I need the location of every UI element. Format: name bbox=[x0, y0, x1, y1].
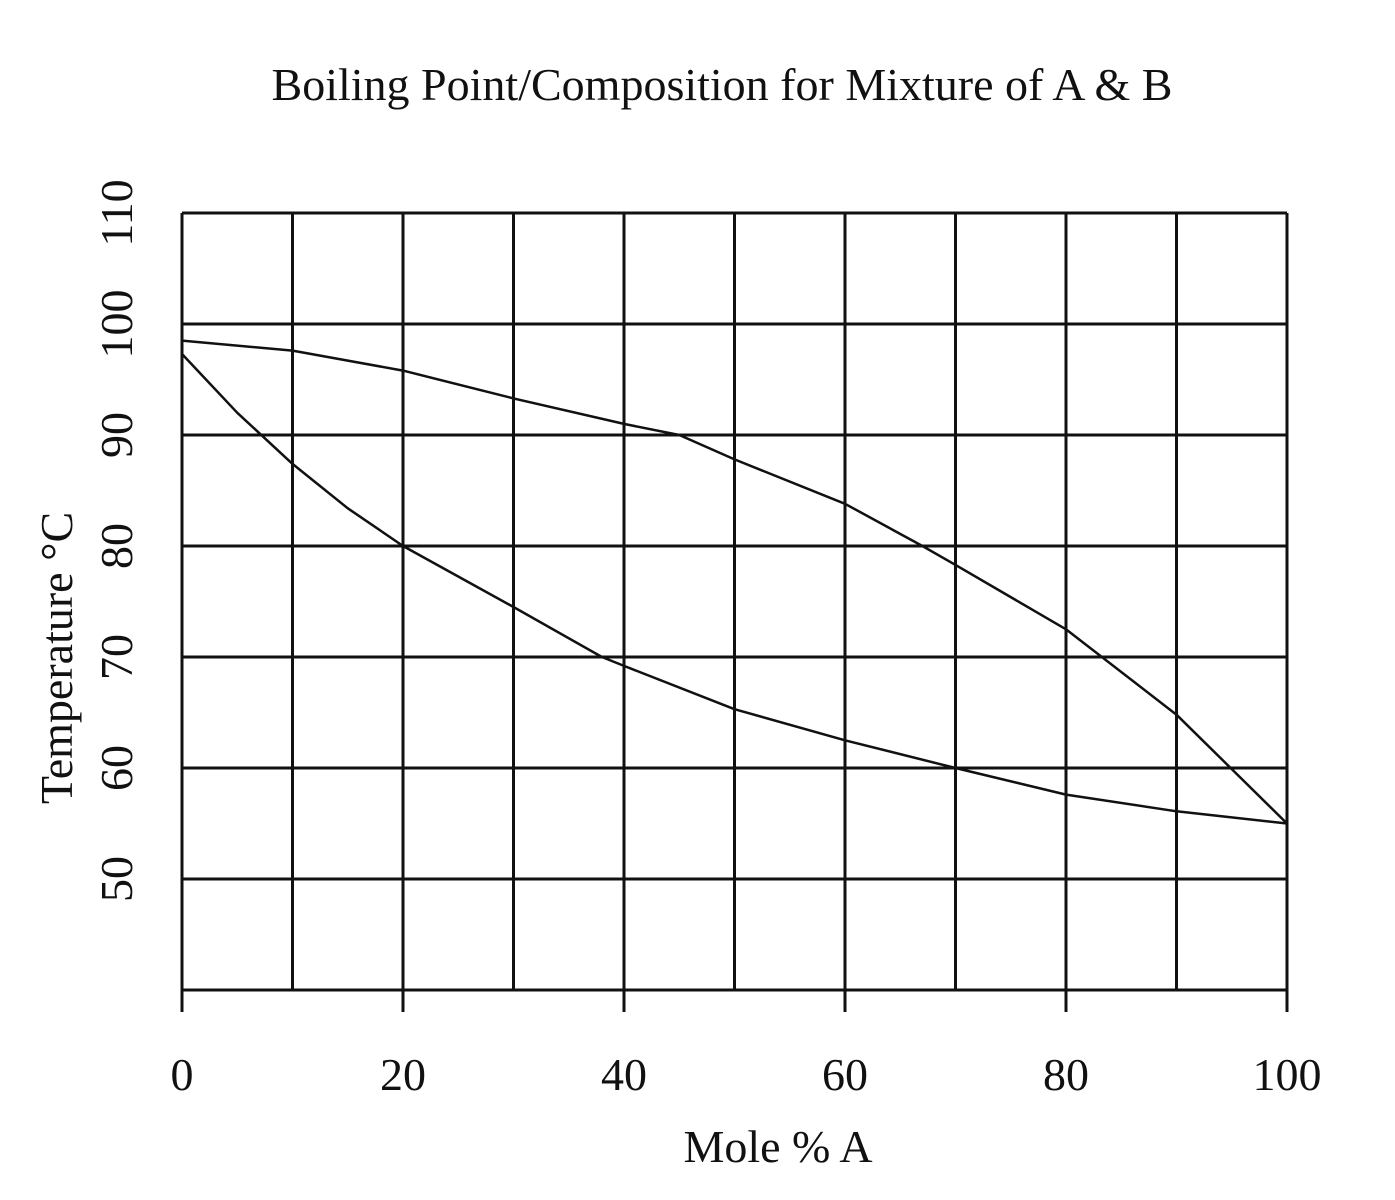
y-tick-label: 100 bbox=[91, 290, 142, 359]
x-axis-label: Mole % A bbox=[683, 1121, 872, 1172]
x-tick-label: 0 bbox=[171, 1049, 194, 1100]
x-tick-label: 20 bbox=[380, 1049, 426, 1100]
vapor-curve bbox=[181, 339, 1288, 825]
chart-title: Boiling Point/Composition for Mixture of… bbox=[272, 59, 1173, 110]
grid bbox=[180, 211, 1289, 1012]
y-tick-label: 110 bbox=[91, 179, 142, 246]
x-tick-label: 40 bbox=[601, 1049, 647, 1100]
series-group bbox=[181, 339, 1288, 825]
y-axis-label: Temperature °C bbox=[31, 512, 82, 804]
x-tick-label: 80 bbox=[1043, 1049, 1089, 1100]
y-tick-labels: 50 60 70 80 90 100 110 bbox=[91, 179, 142, 902]
y-tick-label: 50 bbox=[91, 856, 142, 902]
x-tick-labels: 0 20 40 60 80 100 bbox=[171, 1049, 1322, 1100]
x-tick-label: 60 bbox=[822, 1049, 868, 1100]
y-tick-label: 80 bbox=[91, 523, 142, 569]
y-tick-label: 60 bbox=[91, 745, 142, 791]
y-tick-label: 90 bbox=[91, 412, 142, 458]
y-tick-label: 70 bbox=[91, 634, 142, 680]
x-tick-label: 100 bbox=[1253, 1049, 1322, 1100]
liquid-curve bbox=[181, 353, 1288, 825]
